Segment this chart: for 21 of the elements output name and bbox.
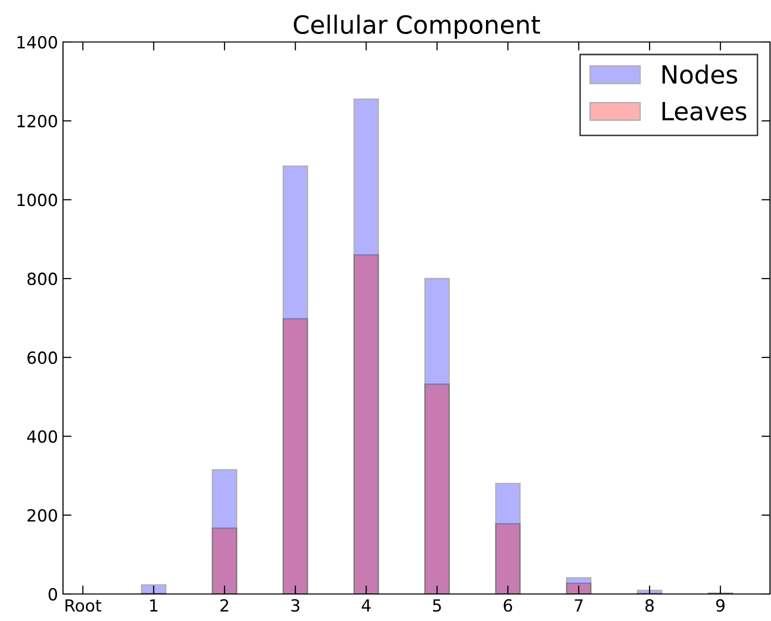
y-tick-label: 0 <box>48 588 58 601</box>
x-tick-label: 8 <box>645 599 654 612</box>
y-tick-label: 400 <box>27 430 58 443</box>
y-tick-label: 200 <box>28 509 58 522</box>
chart-title: Cellular Component <box>294 14 540 39</box>
x-tick-label: 4 <box>362 599 371 612</box>
x-tick-label: 9 <box>716 599 725 612</box>
legend-label: Leaves <box>662 102 746 121</box>
y-tick-label: 600 <box>27 351 58 364</box>
y-tick-label: 800 <box>27 272 58 286</box>
x-tick-label: 3 <box>291 599 300 612</box>
x-tick-label: 1 <box>150 599 158 612</box>
x-tick-label: 6 <box>504 599 512 612</box>
y-tick-label: 1000 <box>18 194 58 206</box>
x-tick-label: 5 <box>433 599 441 612</box>
x-tick-label: 2 <box>220 599 228 612</box>
y-tick-label: 1200 <box>18 114 58 128</box>
legend-label: Nodes <box>662 64 738 84</box>
x-tick-label: 7 <box>574 599 583 612</box>
x-tick-label: Root <box>66 599 102 612</box>
y-tick-label: 1400 <box>18 36 58 49</box>
